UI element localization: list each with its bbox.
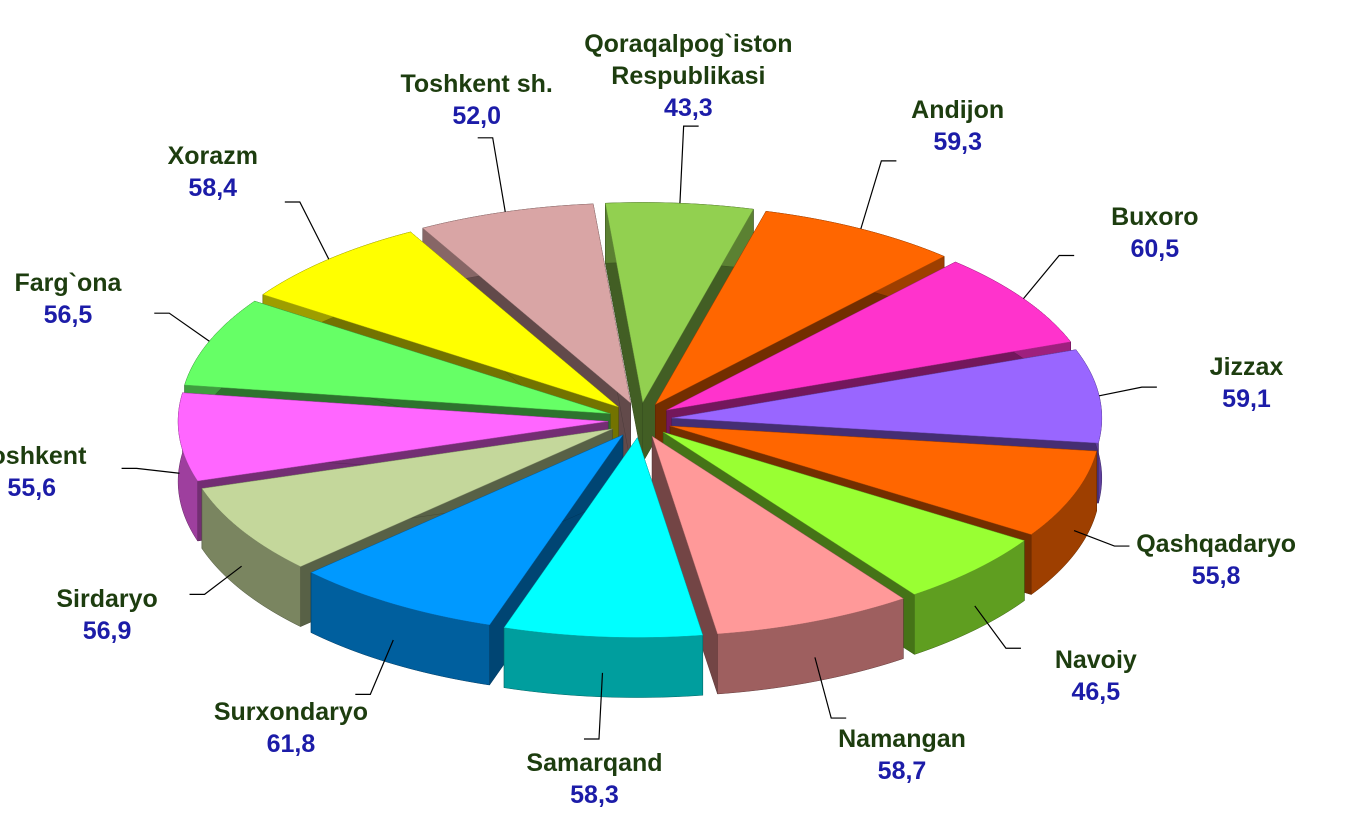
category-label: Toshkent xyxy=(0,441,87,470)
data-label: Farg`ona 56,5 xyxy=(0,267,208,331)
data-label: Sirdaryo 56,9 xyxy=(0,583,247,647)
leader-line xyxy=(284,201,330,260)
value-label: 52,0 xyxy=(452,101,501,130)
slice-top xyxy=(177,392,609,482)
category-label: Jizzax xyxy=(1209,352,1284,381)
slice-top xyxy=(669,425,1098,535)
category-label: Toshkent sh. xyxy=(400,69,553,98)
data-label: Namangan 58,7 xyxy=(762,723,1042,787)
leader-line xyxy=(860,160,897,230)
slice-top xyxy=(201,428,613,567)
category-label: Samarqand xyxy=(526,748,663,777)
slice-top xyxy=(310,434,624,626)
leader-line xyxy=(974,605,1021,649)
slice-top xyxy=(503,436,704,638)
leader-line xyxy=(154,312,210,342)
value-label: 61,8 xyxy=(266,730,316,759)
leader-line xyxy=(1099,386,1157,397)
slice-top xyxy=(663,431,1025,595)
value-label: 58,3 xyxy=(570,780,619,809)
value-label: 46,5 xyxy=(1071,677,1121,706)
category-label: Andijon xyxy=(911,95,1005,124)
value-label: 56,5 xyxy=(43,300,93,329)
category-label: Farg`ona xyxy=(14,268,122,297)
value-label: 58,7 xyxy=(877,757,927,786)
leader-line xyxy=(477,137,506,212)
leader-line xyxy=(679,125,699,204)
value-label: 59,3 xyxy=(933,127,982,156)
data-label: Samarqand 58,3 xyxy=(455,747,735,811)
leader-line xyxy=(583,672,604,740)
category-label: Qoraqalpog`iston Respublikasi xyxy=(584,30,793,91)
data-label: Surxondaryo 61,8 xyxy=(151,696,431,760)
data-label: Xorazm 58,4 xyxy=(73,140,353,204)
category-label: Buxoro xyxy=(1111,203,1199,232)
data-label: Qashqadaryo 55,8 xyxy=(1076,528,1356,592)
value-label: 60,5 xyxy=(1130,235,1180,264)
leader-line xyxy=(189,565,242,595)
value-label: 58,4 xyxy=(188,174,238,203)
data-label: Andijon 59,3 xyxy=(818,94,1098,158)
value-label: 55,6 xyxy=(7,473,57,502)
leader-line xyxy=(1073,529,1130,547)
data-label: Navoiy 46,5 xyxy=(956,644,1236,708)
category-label: Navoiy xyxy=(1054,645,1137,674)
leader-line xyxy=(1023,254,1075,300)
value-label: 43,3 xyxy=(664,94,713,123)
value-label: 55,8 xyxy=(1191,561,1241,590)
leader-line xyxy=(355,639,394,696)
category-label: Namangan xyxy=(838,725,966,754)
leader-line xyxy=(121,467,180,474)
data-label: Jizzax 59,1 xyxy=(1107,351,1359,415)
category-label: Sirdaryo xyxy=(56,584,158,613)
value-label: 56,9 xyxy=(82,616,132,645)
category-label: Xorazm xyxy=(167,142,258,171)
leader-line xyxy=(814,657,847,719)
slice-wall xyxy=(503,627,704,698)
data-label: Qoraqalpog`iston Respublikasi 43,3 xyxy=(558,28,818,124)
category-label: Surxondaryo xyxy=(213,698,369,727)
data-label: Toshkent sh. 52,0 xyxy=(337,68,617,132)
data-label: Toshkent 55,6 xyxy=(0,440,172,504)
data-label: Buxoro 60,5 xyxy=(1015,201,1295,265)
value-label: 59,1 xyxy=(1222,384,1271,413)
category-label: Qashqadaryo xyxy=(1136,529,1296,558)
slice-top xyxy=(651,435,904,635)
slice xyxy=(503,436,704,698)
